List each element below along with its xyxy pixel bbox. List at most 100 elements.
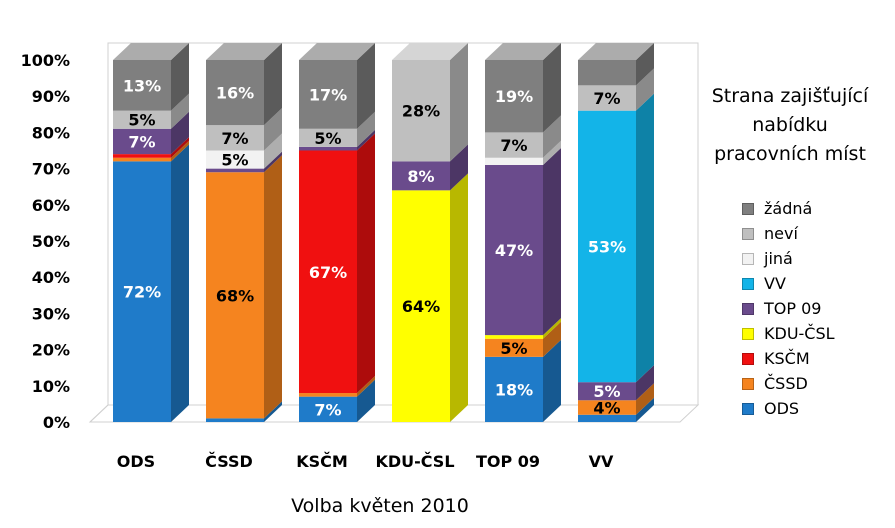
legend-title: Strana zajišťující nabídku pracovních mí… (690, 82, 890, 169)
bar-segment-front (206, 168, 264, 173)
legend-swatch (742, 327, 754, 340)
bar-segment-side (264, 108, 282, 151)
legend-swatch (742, 277, 754, 290)
legend-title-line-1: Strana zajišťující (711, 85, 869, 107)
bar-segment-front (485, 335, 543, 339)
bar-segment-side (636, 43, 654, 86)
bar-segment-front (206, 125, 264, 151)
x-tick-label: ODS (117, 452, 155, 471)
legend-item: KDU-ČSL (742, 321, 835, 346)
bar-segment-front (392, 60, 450, 162)
data-label: 7% (500, 136, 527, 155)
legend-item: žádná (742, 196, 835, 221)
legend-label: jiná (764, 249, 793, 268)
bar-segment-side (264, 155, 282, 419)
bar-segment-front (578, 85, 636, 111)
y-tick-label: 70% (32, 160, 70, 179)
bar-segment-side (543, 339, 561, 422)
y-tick-label: 40% (32, 268, 70, 287)
bar-segment-side (543, 115, 561, 158)
bar-segment-front (299, 393, 357, 397)
bar-segment-front (485, 132, 543, 158)
data-label: 17% (309, 85, 347, 104)
data-label: 5% (593, 382, 620, 401)
legend-title-line-3: pracovních míst (714, 143, 866, 165)
chart-legend: žádná neví jiná VV TOP 09 KDU-ČSL KSČM ČSSD ODS (742, 196, 835, 421)
bar-segment-side (450, 173, 468, 422)
y-tick-label: 50% (32, 232, 70, 251)
data-label: 67% (309, 263, 347, 282)
bar-segment-side (636, 365, 654, 401)
bar-segment-front (392, 161, 450, 191)
bar-segment-side (450, 43, 468, 162)
bar-segment-front (206, 150, 264, 169)
legend-title-line-2: nabídku (752, 114, 828, 136)
data-label: 53% (588, 237, 626, 256)
legend-label: KDU-ČSL (764, 324, 835, 343)
y-tick-label: 30% (32, 304, 70, 323)
bar-segment-side (264, 151, 282, 173)
x-tick-label: VV (589, 452, 614, 471)
bar-segment-side (543, 318, 561, 339)
x-tick-label: KSČM (296, 452, 348, 471)
legend-item: VV (742, 271, 835, 296)
data-label: 7% (221, 129, 248, 148)
bar-segment-side (357, 379, 375, 422)
data-label: 5% (128, 111, 155, 130)
bar-segment-front (113, 60, 171, 111)
data-label: 68% (216, 286, 254, 305)
data-label: 4% (593, 399, 620, 418)
legend-label: ČSSD (764, 374, 808, 393)
bar-top-face (113, 43, 189, 60)
x-tick-label: KDU-ČSL (375, 452, 454, 471)
bar-segment-side (543, 321, 561, 357)
bar-segment-front (578, 400, 636, 415)
data-label: 47% (495, 241, 533, 260)
data-label: 13% (123, 76, 161, 95)
bar-segment-side (357, 129, 375, 151)
bar-segment-front (485, 338, 543, 357)
legend-item: ČSSD (742, 371, 835, 396)
bar-segment-side (543, 140, 561, 165)
bar-segment-front (578, 110, 636, 383)
x-tick-label: TOP 09 (476, 452, 540, 471)
data-label: 19% (495, 87, 533, 106)
data-label: 16% (216, 84, 254, 103)
y-tick-label: 90% (32, 87, 70, 106)
bar-segment-side (264, 133, 282, 169)
bar-segment-front (392, 190, 450, 422)
bar-segment-front (299, 128, 357, 147)
bar-segment-front (485, 60, 543, 133)
bar-segment-front (485, 356, 543, 422)
legend-label: VV (764, 274, 786, 293)
bar-segment-front (299, 150, 357, 394)
data-label: 64% (402, 297, 440, 316)
bar-segment-front (113, 161, 171, 423)
bar-segment-side (171, 137, 189, 158)
x-axis-title: Volba květen 2010 (291, 495, 469, 517)
data-label: 5% (314, 129, 341, 148)
y-tick-label: 0% (43, 413, 70, 432)
bar-segment-side (636, 397, 654, 422)
legend-item: TOP 09 (742, 296, 835, 321)
bar-segment-side (357, 43, 375, 129)
bar-segment-side (264, 401, 282, 422)
bar-top-face (392, 43, 468, 60)
legend-item: neví (742, 221, 835, 246)
bar-segment-side (636, 93, 654, 383)
y-tick-label: 20% (32, 341, 70, 360)
bar-segment-side (171, 93, 189, 129)
y-tick-label: 100% (21, 51, 70, 70)
bar-segment-front (299, 396, 357, 422)
bar-segment-front (578, 60, 636, 86)
bar-segment-side (450, 144, 468, 191)
bar-segment-front (206, 172, 264, 419)
bar-segment-front (485, 157, 543, 165)
data-label: 7% (314, 400, 341, 419)
bar-segment-front (578, 382, 636, 401)
bar-segment-side (543, 43, 561, 133)
legend-item: ODS (742, 396, 835, 421)
legend-swatch (742, 352, 754, 365)
y-tick-label: 60% (32, 196, 70, 215)
bar-segment-front (113, 110, 171, 129)
